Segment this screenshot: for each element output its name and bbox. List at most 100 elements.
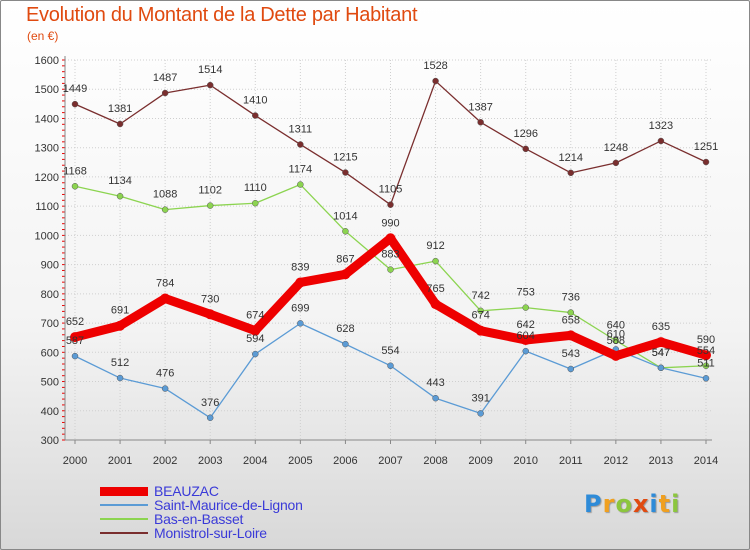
proxiti-logo: Proxiti [584, 490, 680, 518]
data-point [567, 309, 575, 316]
y-tick-label: 1400 [35, 113, 59, 125]
y-tick-label: 1500 [35, 84, 59, 96]
data-label: 640 [607, 320, 625, 332]
data-label: 1105 [379, 184, 403, 196]
data-label: 674 [246, 310, 264, 322]
data-label: 1174 [289, 164, 313, 176]
x-tick-label: 2000 [63, 455, 87, 467]
logo-letter: t [658, 490, 672, 518]
x-tick-label: 2003 [198, 455, 222, 467]
data-point [205, 309, 216, 320]
data-label: 1110 [244, 182, 267, 194]
data-label: 512 [111, 357, 129, 369]
data-label: 1215 [333, 152, 357, 164]
legend-label-monistrol: Monistrol-sur-Loire [154, 525, 267, 541]
x-tick-label: 2010 [513, 455, 537, 467]
x-tick-label: 2007 [378, 455, 402, 467]
data-point [116, 192, 124, 200]
data-label: 753 [517, 287, 535, 299]
data-label: 1528 [423, 60, 447, 72]
data-label: 652 [66, 316, 84, 328]
legend-label-beauzac: BEAUZAC [154, 483, 219, 499]
data-label: 1323 [649, 120, 673, 132]
data-label: 867 [336, 253, 354, 265]
y-tick-label: 1000 [35, 230, 59, 242]
data-label: 1248 [604, 142, 628, 154]
data-label: 554 [697, 345, 715, 357]
legend-label-saint-maurice: Saint-Maurice-de-Lignon [154, 497, 303, 513]
data-point [655, 337, 666, 348]
data-point [612, 337, 620, 344]
x-tick-label: 2012 [604, 455, 628, 467]
data-label: 376 [201, 397, 219, 409]
data-point [161, 89, 169, 97]
data-point [71, 100, 79, 108]
data-point [702, 375, 710, 382]
data-label: 730 [201, 293, 219, 305]
data-point [387, 266, 394, 273]
legend-label-bas-en-basset: Bas-en-Basset [154, 511, 244, 527]
x-tick-label: 2005 [288, 455, 312, 467]
data-point [477, 307, 484, 315]
y-tick-label: 700 [41, 318, 59, 330]
data-point [70, 332, 80, 343]
data-label: 1214 [559, 152, 583, 164]
logo-letter: r [602, 490, 616, 518]
data-label: 1381 [108, 103, 132, 115]
data-point [116, 120, 124, 128]
data-point [161, 385, 169, 392]
data-point [160, 293, 171, 304]
data-label: 610 [607, 328, 625, 340]
x-tick-label: 2014 [694, 455, 718, 467]
data-point [206, 81, 214, 89]
data-point [342, 169, 349, 176]
data-label: 1410 [243, 95, 267, 107]
data-point [567, 169, 575, 177]
data-point [116, 374, 124, 382]
data-label: 691 [111, 305, 129, 317]
data-point [252, 112, 259, 119]
data-label: 635 [652, 321, 670, 333]
data-label: 587 [66, 335, 84, 347]
data-point [206, 202, 214, 209]
data-label: 1311 [289, 123, 313, 135]
data-label: 658 [562, 314, 580, 326]
chart-unit-label: (en €) [27, 29, 59, 43]
data-label: 1168 [63, 165, 87, 177]
x-tick-label: 2008 [423, 455, 447, 467]
data-label: 1449 [63, 83, 87, 95]
data-point [477, 119, 484, 126]
legend-swatch-bas-en-basset [100, 518, 148, 520]
legend-swatch-saint-maurice [100, 504, 148, 506]
data-point [610, 350, 621, 361]
data-point [701, 350, 711, 361]
data-point [295, 277, 306, 288]
y-tick-label: 600 [41, 347, 59, 359]
data-point [115, 320, 126, 331]
x-tick-label: 2001 [108, 455, 132, 467]
data-point [432, 257, 439, 265]
data-point [520, 335, 531, 346]
data-point [252, 350, 259, 358]
y-tick-label: 1600 [35, 55, 59, 67]
data-label: 642 [517, 319, 535, 331]
data-label: 736 [562, 292, 580, 304]
data-label: 443 [426, 377, 444, 389]
data-label: 1251 [694, 141, 718, 153]
data-label: 547 [652, 347, 670, 359]
data-label: 674 [471, 310, 489, 322]
data-label: 990 [381, 217, 399, 229]
data-point [565, 330, 576, 341]
data-point [206, 414, 214, 422]
data-label: 742 [471, 290, 489, 302]
x-tick-label: 2009 [468, 455, 492, 467]
data-point [475, 325, 486, 336]
data-label: 511 [697, 357, 715, 369]
data-label: 699 [291, 302, 309, 314]
data-point [297, 141, 304, 148]
x-tick-label: 2013 [649, 455, 673, 467]
data-label: 554 [381, 345, 399, 357]
y-tick-label: 1200 [35, 172, 59, 184]
data-label: 1514 [198, 64, 222, 76]
